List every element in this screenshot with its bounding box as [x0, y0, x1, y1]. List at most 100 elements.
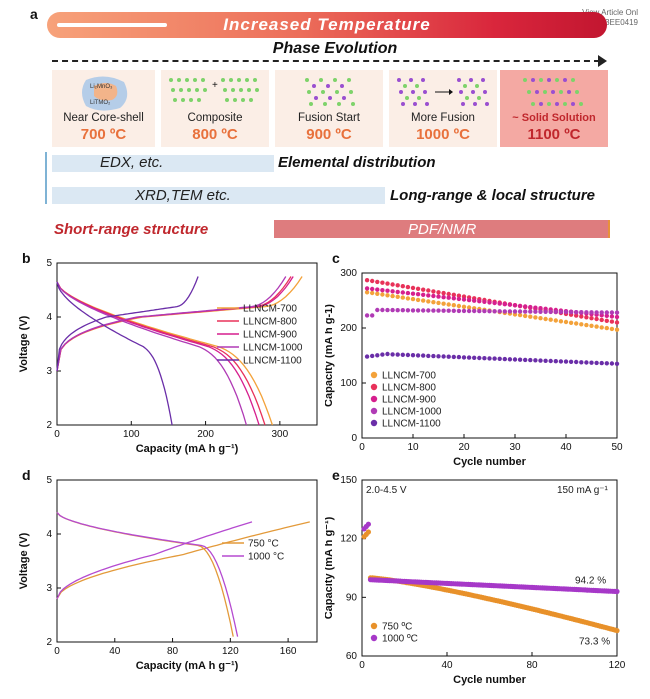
data-point — [563, 309, 569, 315]
edx-label: EDX, etc. — [100, 154, 164, 171]
stage-temp: 1000 ºC — [416, 126, 470, 143]
data-point — [410, 285, 416, 291]
data-point — [568, 359, 574, 364]
data-point — [375, 287, 380, 292]
view-article-link[interactable]: View Article Onl — [582, 8, 638, 17]
stage-name: Near Core-shell — [63, 112, 144, 124]
x-tick-label: 100 — [123, 429, 140, 440]
discharge-curve-1 — [56, 281, 266, 426]
data-point — [380, 307, 385, 313]
data-point — [400, 290, 405, 295]
data-point — [436, 354, 441, 359]
data-point — [579, 322, 584, 327]
data-point — [548, 358, 553, 364]
data-point — [497, 356, 502, 361]
data-point — [364, 278, 370, 283]
x-axis-title: Capacity (mA h g⁻¹) — [136, 660, 239, 672]
data-point — [507, 357, 513, 362]
data-point — [456, 293, 462, 298]
data-point — [609, 361, 615, 366]
data-point — [553, 359, 558, 364]
solid-solution-lattice-illustration — [523, 78, 583, 106]
data-point — [472, 298, 477, 303]
data-point — [523, 357, 528, 363]
data-point — [574, 310, 579, 315]
xrd-label: XRD,TEM etc. — [135, 187, 231, 204]
data-point — [579, 360, 584, 365]
x-tick-label: 80 — [167, 646, 179, 657]
data-point — [446, 302, 451, 307]
data-point — [538, 309, 543, 314]
data-point — [604, 310, 609, 315]
data-point — [528, 309, 533, 314]
data-point — [405, 296, 411, 301]
data-point — [487, 309, 492, 314]
data-point — [594, 310, 599, 315]
data-point — [584, 315, 589, 320]
data-point — [543, 309, 548, 314]
y-tick-label: 120 — [340, 534, 357, 545]
y-tick-label: 5 — [46, 258, 52, 269]
data-point — [512, 309, 518, 314]
data-point — [594, 360, 599, 366]
data-point — [604, 313, 609, 318]
data-point — [441, 295, 446, 300]
data-point — [461, 297, 467, 302]
legend-marker — [370, 383, 378, 391]
data-point — [375, 353, 380, 358]
legend-marker — [370, 407, 378, 415]
pdf-nmr-bar — [274, 220, 608, 238]
data-point — [415, 308, 421, 313]
data-point — [614, 327, 620, 332]
data-point — [415, 353, 421, 358]
data-point — [441, 301, 446, 306]
short-range-label: Short-range structure — [54, 221, 209, 238]
x-tick-label: 0 — [54, 429, 60, 440]
legend-label: 1000 ºC — [382, 634, 418, 645]
data-point — [365, 529, 371, 535]
stage-temp: 700 ºC — [80, 126, 127, 143]
x-tick-label: 120 — [222, 646, 239, 657]
stage-800: + Composite 800 ºC — [161, 70, 269, 147]
data-point — [466, 305, 472, 310]
legend-label: 750 °C — [248, 539, 279, 550]
data-point — [507, 309, 513, 314]
stage-700: Li₂MnO₃ LiTMO₂ Near Core-shell 700 ºC — [52, 70, 155, 147]
data-point — [584, 322, 589, 328]
data-point — [614, 314, 620, 320]
data-point — [421, 287, 426, 292]
data-point — [446, 295, 451, 300]
discharge-curve-1 — [56, 511, 239, 637]
x-tick-label: 120 — [609, 660, 626, 671]
legend-marker — [370, 371, 378, 379]
y-axis-title: Capacity (mA h g⁻¹) — [325, 516, 335, 619]
data-point — [364, 290, 370, 295]
xrd-bar — [52, 187, 385, 204]
legend-label: LLNCM-700 — [243, 304, 297, 315]
pdf-nmr-bar-end — [608, 220, 610, 238]
data-point — [456, 354, 462, 360]
stage-900: Fusion Start 900 ºC — [275, 70, 383, 147]
y-axis-title: Voltage (V) — [18, 315, 30, 372]
y-tick-label: 3 — [46, 366, 52, 377]
data-point — [451, 292, 456, 297]
discharge-curve-3 — [56, 281, 248, 426]
svg-text:+: + — [212, 80, 218, 91]
temperature-banner: Increased Temperature — [47, 12, 607, 38]
data-point — [472, 308, 477, 314]
data-point — [614, 588, 620, 595]
data-point — [364, 286, 370, 291]
data-point — [523, 313, 528, 319]
data-point — [405, 308, 411, 313]
phase-arrow-head — [598, 55, 607, 67]
data-point — [405, 352, 411, 358]
stage-temp: 800 ºC — [192, 126, 238, 143]
data-point — [538, 316, 543, 321]
y-tick-label: 300 — [340, 268, 357, 279]
legend-label: LLNCM-900 — [243, 330, 297, 341]
data-point — [441, 308, 446, 313]
panel-b-label: b — [22, 250, 31, 266]
data-point — [589, 316, 594, 321]
data-point — [584, 310, 589, 315]
data-point — [390, 307, 395, 313]
